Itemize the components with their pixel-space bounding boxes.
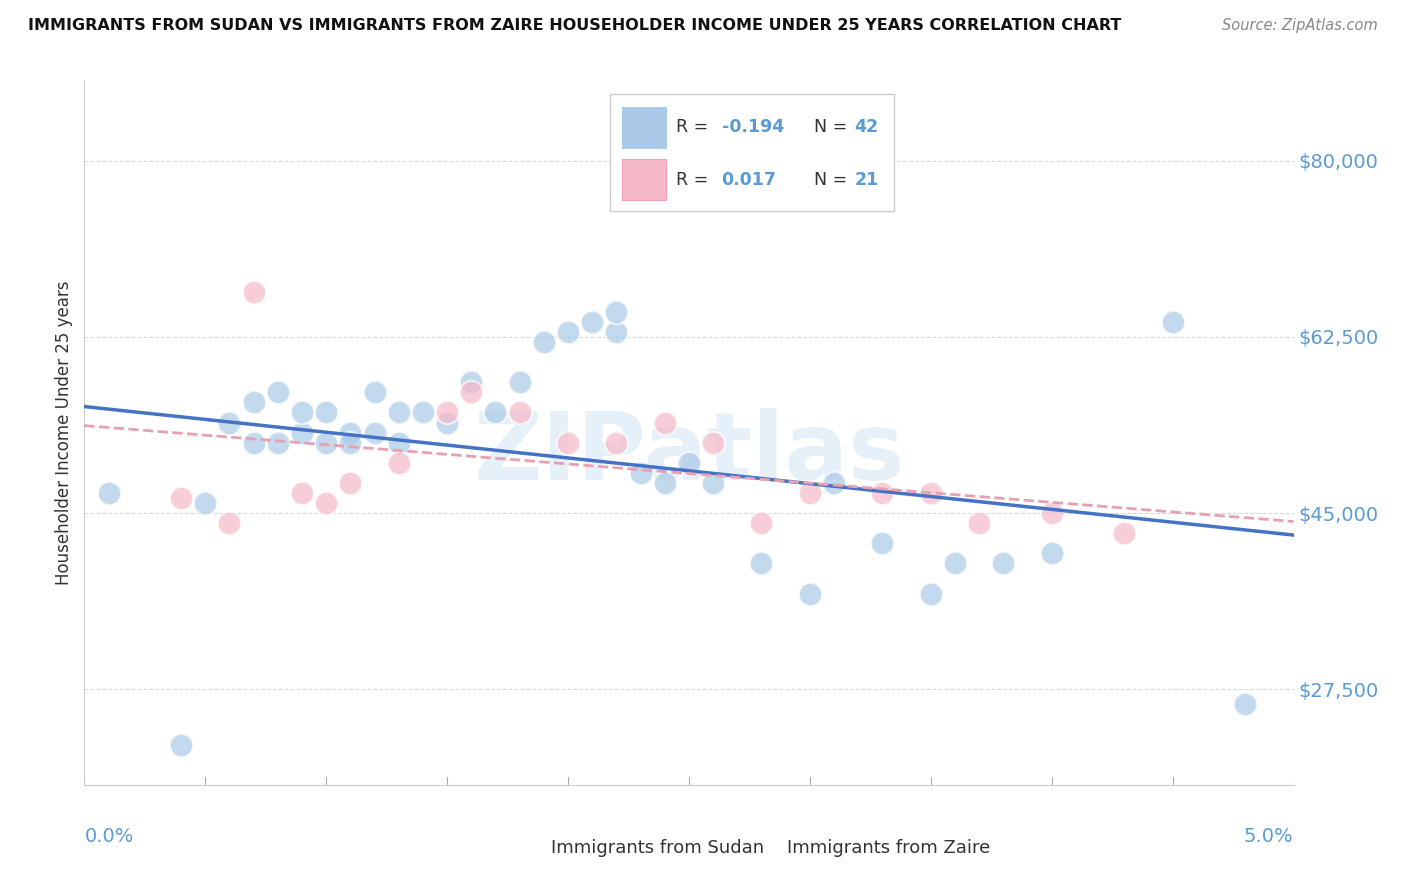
Point: [799, 587, 821, 601]
Point: [484, 405, 506, 419]
Text: ZIPatlas: ZIPatlas: [474, 408, 904, 500]
Point: [605, 325, 627, 339]
Point: [194, 496, 217, 510]
Point: [315, 435, 337, 450]
Point: [242, 435, 264, 450]
Point: [388, 405, 411, 419]
Point: [412, 405, 434, 419]
Text: -0.194: -0.194: [721, 119, 783, 136]
Point: [557, 435, 579, 450]
Point: [170, 738, 193, 752]
Text: 42: 42: [855, 119, 879, 136]
Y-axis label: Householder Income Under 25 years: Householder Income Under 25 years: [55, 280, 73, 585]
Point: [533, 334, 555, 349]
Text: R =: R =: [676, 170, 713, 188]
Point: [170, 491, 193, 505]
Text: Source: ZipAtlas.com: Source: ZipAtlas.com: [1222, 18, 1378, 33]
Point: [993, 557, 1015, 571]
Text: 0.0%: 0.0%: [84, 827, 134, 847]
Point: [1161, 315, 1184, 329]
Point: [1040, 506, 1063, 520]
Point: [291, 486, 314, 500]
FancyBboxPatch shape: [623, 106, 666, 148]
Point: [823, 475, 845, 490]
Point: [702, 435, 724, 450]
Point: [920, 486, 942, 500]
Point: [799, 486, 821, 500]
Point: [581, 315, 603, 329]
Point: [388, 435, 411, 450]
Point: [460, 376, 482, 390]
FancyBboxPatch shape: [623, 159, 666, 201]
FancyBboxPatch shape: [517, 837, 548, 863]
Point: [218, 516, 240, 531]
Point: [751, 516, 773, 531]
Point: [315, 496, 337, 510]
Point: [1234, 698, 1257, 712]
Text: 0.017: 0.017: [721, 170, 776, 188]
Point: [291, 405, 314, 419]
Text: N =: N =: [803, 170, 852, 188]
Point: [920, 587, 942, 601]
Point: [509, 376, 531, 390]
Point: [267, 435, 290, 450]
Point: [97, 486, 120, 500]
Point: [654, 475, 676, 490]
Point: [436, 405, 458, 419]
Point: [339, 425, 361, 440]
FancyBboxPatch shape: [754, 837, 785, 863]
Point: [339, 475, 361, 490]
Point: [751, 557, 773, 571]
Point: [436, 416, 458, 430]
Point: [509, 405, 531, 419]
Point: [967, 516, 990, 531]
Point: [242, 285, 264, 299]
Point: [557, 325, 579, 339]
Text: N =: N =: [803, 119, 852, 136]
Point: [654, 416, 676, 430]
Point: [242, 395, 264, 409]
Point: [630, 466, 652, 480]
Point: [702, 475, 724, 490]
Point: [339, 435, 361, 450]
Point: [388, 456, 411, 470]
Text: R =: R =: [676, 119, 713, 136]
Text: Immigrants from Sudan: Immigrants from Sudan: [551, 839, 765, 857]
Point: [872, 486, 894, 500]
Point: [1114, 526, 1136, 541]
Point: [315, 405, 337, 419]
Text: Immigrants from Zaire: Immigrants from Zaire: [787, 839, 990, 857]
Point: [605, 435, 627, 450]
Point: [1040, 546, 1063, 560]
Text: 5.0%: 5.0%: [1244, 827, 1294, 847]
Point: [678, 456, 700, 470]
Point: [291, 425, 314, 440]
Point: [363, 425, 385, 440]
Point: [363, 385, 385, 400]
Point: [460, 385, 482, 400]
Text: IMMIGRANTS FROM SUDAN VS IMMIGRANTS FROM ZAIRE HOUSEHOLDER INCOME UNDER 25 YEARS: IMMIGRANTS FROM SUDAN VS IMMIGRANTS FROM…: [28, 18, 1122, 33]
Point: [943, 557, 966, 571]
Point: [267, 385, 290, 400]
FancyBboxPatch shape: [610, 95, 894, 211]
Point: [218, 416, 240, 430]
Point: [872, 536, 894, 550]
Text: 21: 21: [855, 170, 879, 188]
Point: [605, 305, 627, 319]
